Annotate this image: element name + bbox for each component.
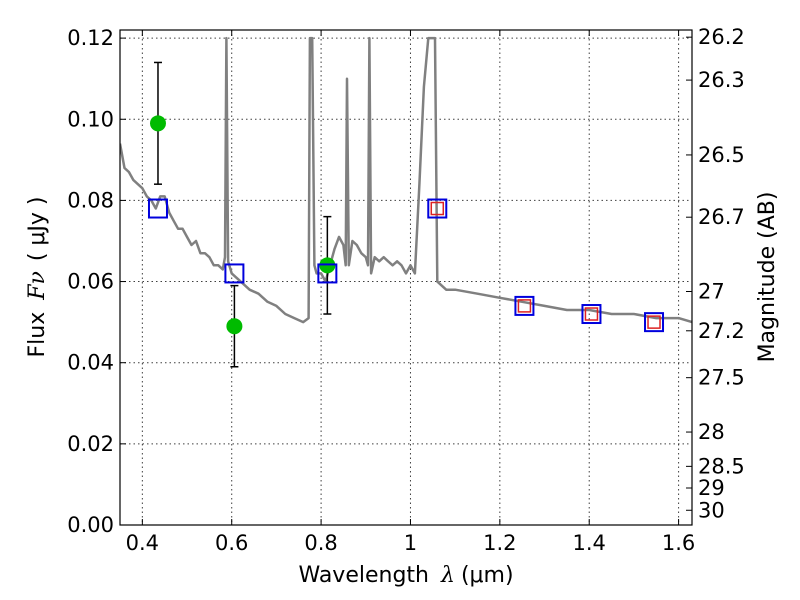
mag-tick-label: 27.5 bbox=[698, 366, 745, 390]
mag-tick-label: 28.5 bbox=[698, 454, 745, 478]
x-axis-title-prefix: Wavelength bbox=[298, 563, 429, 588]
grid bbox=[120, 30, 692, 526]
upper-limit-square bbox=[430, 201, 445, 216]
x-axis-title: Wavelength λ (μm) bbox=[298, 563, 513, 588]
mag-tick-label: 26.5 bbox=[698, 143, 745, 167]
mag-tick-label: 27 bbox=[698, 280, 725, 304]
y-tick-label: 0.04 bbox=[67, 351, 114, 375]
plot-frame bbox=[119, 29, 693, 526]
y-axis-title-prefix: Flux bbox=[25, 312, 50, 358]
model-flux-square bbox=[147, 198, 168, 219]
y-axis-title: Flux Fν ( μJy ) bbox=[25, 196, 50, 357]
mag-tick-label: 26.3 bbox=[698, 68, 745, 92]
ticks: 0.4 0.6 0.8 1 1.2 1.4 1.6 0.00 0.02 0.04 0.06 0.08 0… bbox=[67, 25, 745, 555]
model-flux-square bbox=[427, 198, 448, 219]
upper-limit-square bbox=[584, 307, 599, 321]
mag-tick-label: 27.2 bbox=[698, 319, 745, 343]
x-tick-label: 0.4 bbox=[126, 531, 159, 555]
y-tick-label: 0.10 bbox=[67, 107, 114, 131]
y-axis-title-unit: ( μJy ) bbox=[25, 196, 50, 261]
mag-tick-label: 29 bbox=[698, 476, 725, 500]
upper-limit-square bbox=[517, 299, 532, 313]
marker-layer bbox=[147, 61, 665, 368]
y-tick-label: 0.08 bbox=[67, 188, 114, 212]
y2-axis-title: Magnitude (AB) bbox=[755, 192, 780, 363]
x-tick-label: 1.4 bbox=[573, 531, 606, 555]
y-axis-title-symbol: Fν bbox=[25, 271, 50, 301]
mag-tick-label: 26.7 bbox=[698, 205, 745, 229]
y-tick-label: 0.12 bbox=[67, 26, 114, 50]
y-tick-label: 0.00 bbox=[67, 513, 114, 537]
model-flux-square bbox=[644, 312, 665, 333]
mag-tick-label: 28 bbox=[698, 420, 725, 444]
model-flux-square bbox=[224, 263, 245, 284]
upper-limit-square bbox=[647, 315, 661, 329]
y-tick-label: 0.06 bbox=[67, 270, 114, 294]
model-flux-square bbox=[514, 295, 535, 316]
plot-area bbox=[120, 30, 692, 525]
x-axis-title-unit: (μm) bbox=[461, 563, 514, 588]
y-tick-label: 0.02 bbox=[67, 432, 114, 456]
x-tick-label: 1.6 bbox=[662, 531, 695, 555]
mag-tick-label: 30 bbox=[698, 498, 725, 522]
x-tick-label: 1 bbox=[404, 531, 417, 555]
model-flux-square bbox=[317, 263, 338, 284]
mag-tick-label: 26.2 bbox=[698, 25, 745, 49]
x-axis-title-symbol: λ bbox=[440, 563, 455, 588]
observed-point bbox=[226, 318, 243, 335]
x-tick-label: 0.8 bbox=[304, 531, 337, 555]
observed-point bbox=[149, 115, 166, 132]
x-tick-label: 0.6 bbox=[215, 531, 248, 555]
x-tick-label: 1.2 bbox=[483, 531, 516, 555]
model-flux-square bbox=[581, 304, 602, 325]
